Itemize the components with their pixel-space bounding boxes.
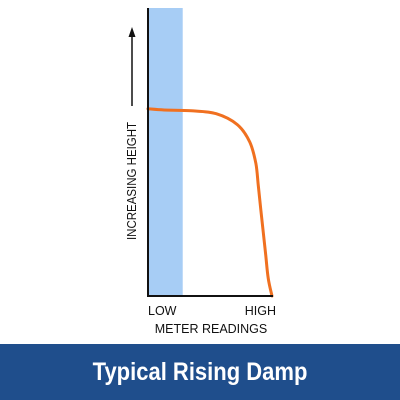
y-axis-label: INCREASING HEIGHT bbox=[125, 121, 140, 240]
rising-damp-chart: INCREASING HEIGHT LOW HIGH METER READING… bbox=[125, 8, 276, 336]
x-tick-label-high: HIGH bbox=[245, 304, 276, 318]
x-axis-label: METER READINGS bbox=[155, 322, 268, 336]
chart-title: Typical Rising Damp bbox=[92, 357, 308, 386]
x-tick-label-low: LOW bbox=[148, 304, 177, 318]
y-axis-arrow bbox=[128, 27, 136, 106]
y-axis-arrow-head bbox=[128, 27, 136, 37]
title-banner: Typical Rising Damp bbox=[0, 344, 400, 400]
series-line-0 bbox=[146, 107, 274, 298]
low-reading-band bbox=[148, 8, 183, 296]
